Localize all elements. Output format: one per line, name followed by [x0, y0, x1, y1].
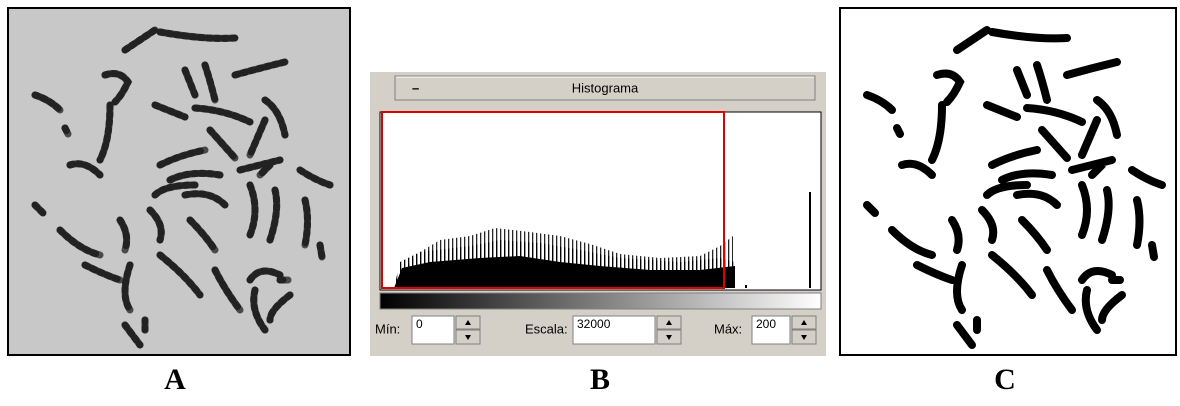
panel-a — [7, 7, 351, 356]
scale-value[interactable]: 32000 — [577, 317, 611, 331]
max-label: Máx: — [714, 321, 742, 336]
max-input[interactable] — [751, 315, 791, 345]
widget-title: Histograma — [572, 80, 639, 95]
min-label: Mín: — [375, 321, 400, 336]
scale-input[interactable] — [572, 315, 656, 345]
selection-range[interactable] — [381, 111, 725, 289]
min-value[interactable]: 0 — [416, 317, 423, 331]
scale-label: Escala: — [525, 321, 568, 336]
title-bar[interactable] — [394, 75, 816, 101]
panel-label: A — [164, 363, 186, 396]
histogram-bars — [394, 192, 811, 288]
collapse-button[interactable]: – — [412, 80, 419, 95]
gray-ramp — [379, 292, 822, 310]
panel-label: C — [994, 363, 1016, 396]
max-value[interactable]: 200 — [756, 317, 776, 331]
panel-label: B — [590, 363, 610, 396]
panel-c — [839, 7, 1177, 356]
histogram-widget: – Histograma Mín: 0 Escala: 32000 Máx: 2… — [370, 72, 826, 356]
min-input[interactable] — [411, 315, 455, 345]
